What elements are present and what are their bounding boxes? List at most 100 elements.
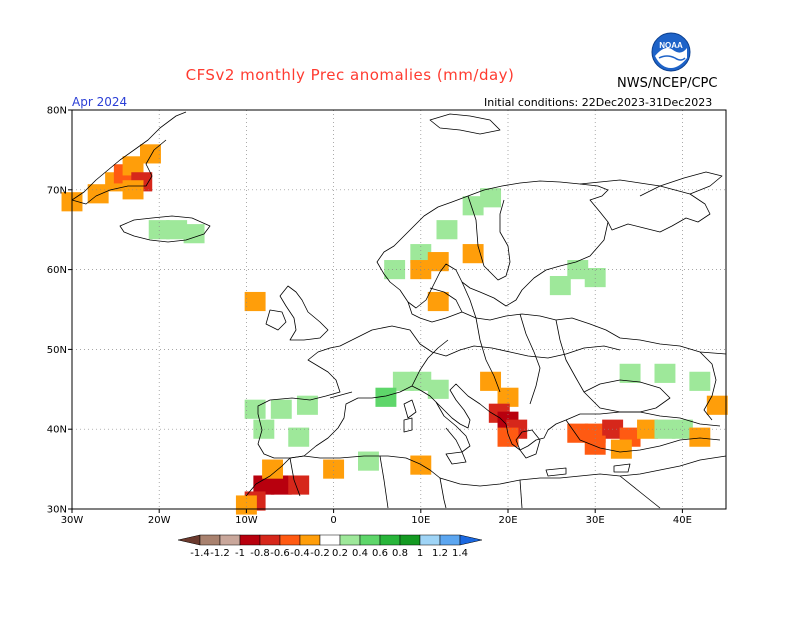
lon-tick-label: 10E bbox=[411, 515, 430, 526]
anomaly-cell bbox=[706, 395, 728, 415]
colorbar-swatch bbox=[319, 534, 341, 546]
anomaly-cell bbox=[375, 387, 397, 407]
colorbar-min-arrow bbox=[177, 534, 201, 546]
anomaly-cell bbox=[427, 379, 449, 399]
anomaly-cell bbox=[392, 371, 414, 391]
anomaly-cell bbox=[671, 419, 693, 439]
colorbar-label: 0.8 bbox=[392, 548, 408, 559]
anomaly-cell bbox=[166, 220, 188, 240]
axis-tick-labels: 30W 20W 10W 0 10E 20E 30E 40E 80N 70N 60N 50N 40N 30N bbox=[47, 106, 692, 527]
lon-tick-label: 30W bbox=[61, 515, 84, 526]
colorbar-label: 1.2 bbox=[432, 548, 448, 559]
svg-text:NOAA: NOAA bbox=[659, 41, 683, 50]
anomaly-cell bbox=[689, 371, 711, 391]
anomaly-cell bbox=[654, 363, 676, 383]
colorbar-label: -1.4 bbox=[190, 548, 210, 559]
anomaly-cell bbox=[619, 363, 641, 383]
colorbar-max-arrow bbox=[459, 534, 483, 546]
anomaly-cell bbox=[323, 459, 345, 479]
colorbar-swatch bbox=[199, 534, 221, 546]
lat-tick-label: 40N bbox=[47, 425, 67, 436]
anomaly-cell bbox=[122, 180, 144, 200]
colorbar-swatch bbox=[339, 534, 361, 546]
lat-tick-label: 60N bbox=[47, 265, 67, 276]
anomaly-cell bbox=[462, 244, 484, 264]
anomaly-cell bbox=[253, 419, 275, 439]
lat-tick-label: 70N bbox=[47, 185, 67, 196]
colorbar-swatch bbox=[279, 534, 301, 546]
map-title: CFSv2 monthly Prec anomalies (mm/day) bbox=[185, 66, 515, 84]
anomaly-cell bbox=[480, 371, 502, 391]
colorbar-label: -0.6 bbox=[270, 548, 290, 559]
lon-tick-label: 40E bbox=[673, 515, 692, 526]
anomaly-cell bbox=[122, 156, 144, 176]
colorbar-label: -0.4 bbox=[290, 548, 310, 559]
anomaly-cell bbox=[584, 268, 606, 288]
anomaly-cell bbox=[140, 144, 161, 164]
anomaly-cell bbox=[549, 275, 571, 296]
anomaly-cell bbox=[288, 475, 310, 495]
anomaly-cell bbox=[637, 419, 658, 439]
anomaly-cell bbox=[480, 188, 502, 208]
lon-tick-label: 0 bbox=[330, 515, 336, 526]
anomaly-cell bbox=[567, 260, 589, 280]
anomaly-cell bbox=[384, 260, 406, 280]
colorbar-swatch bbox=[399, 534, 421, 546]
anomaly-cell bbox=[584, 435, 606, 455]
anomaly-cell bbox=[410, 455, 432, 475]
colorbar: -1.4 -1.2 -1 -0.8 -0.6 -0.4 -0.2 0.2 0.4 0.6 0.8 1 1… bbox=[177, 534, 483, 559]
lon-tick-label: 20W bbox=[148, 515, 171, 526]
anomaly-cell bbox=[610, 439, 632, 459]
colorbar-swatch bbox=[419, 534, 441, 546]
colorbar-label: 0.4 bbox=[352, 548, 368, 559]
colorbar-swatch bbox=[439, 534, 461, 546]
lat-tick-label: 80N bbox=[47, 106, 67, 117]
anomaly-cell bbox=[244, 399, 266, 419]
anomaly-cell bbox=[462, 196, 484, 216]
anomaly-cell bbox=[567, 423, 589, 443]
anomaly-cell bbox=[296, 395, 318, 415]
colorbar-label: -1.2 bbox=[210, 548, 230, 559]
colorbar-label: 1.4 bbox=[452, 548, 468, 559]
anomaly-cell bbox=[253, 475, 275, 495]
anomaly-cell bbox=[497, 427, 519, 447]
lat-tick-label: 50N bbox=[47, 345, 67, 356]
anomaly-cell bbox=[497, 387, 519, 407]
lon-tick-label: 20E bbox=[498, 515, 517, 526]
anomaly-cell bbox=[427, 252, 449, 272]
colorbar-label: 0.2 bbox=[332, 548, 348, 559]
initial-conditions: Initial conditions: 22Dec2023-31Dec2023 bbox=[484, 96, 713, 109]
anomaly-cell bbox=[358, 451, 379, 471]
noaa-logo: NOAA bbox=[651, 32, 691, 72]
anomaly-cell bbox=[427, 291, 449, 312]
map-frame bbox=[71, 109, 727, 510]
lon-tick-label: 10W bbox=[235, 515, 258, 526]
anomaly-cell bbox=[436, 220, 458, 240]
anomaly-cell bbox=[270, 475, 292, 495]
colorbar-label: 0.6 bbox=[372, 548, 388, 559]
anomaly-cell bbox=[244, 291, 266, 312]
colorbar-label: 1 bbox=[417, 548, 423, 559]
colorbar-label: -1 bbox=[235, 548, 245, 559]
forecast-period: Apr 2024 bbox=[72, 95, 128, 109]
lon-tick-label: 30E bbox=[586, 515, 605, 526]
coastline-borders bbox=[71, 111, 727, 509]
anomaly-cell bbox=[410, 371, 432, 391]
anomaly-cell bbox=[410, 244, 432, 264]
anomaly-cell bbox=[689, 427, 711, 447]
lat-tick-label: 30N bbox=[47, 505, 67, 516]
colorbar-swatch bbox=[259, 534, 281, 546]
anomaly-cell bbox=[262, 459, 284, 479]
anomaly-cell bbox=[148, 220, 170, 240]
colorbar-label: -0.8 bbox=[250, 548, 270, 559]
anomaly-cells-layer bbox=[61, 144, 728, 515]
colorbar-swatch bbox=[219, 534, 241, 546]
anomaly-cell bbox=[235, 495, 257, 515]
colorbar-swatch bbox=[359, 534, 381, 546]
source-label: NWS/NCEP/CPC bbox=[617, 76, 718, 91]
anomaly-cell bbox=[183, 224, 205, 244]
colorbar-label: -0.2 bbox=[310, 548, 330, 559]
anomaly-cell bbox=[288, 427, 310, 447]
colorbar-swatch bbox=[299, 534, 321, 546]
